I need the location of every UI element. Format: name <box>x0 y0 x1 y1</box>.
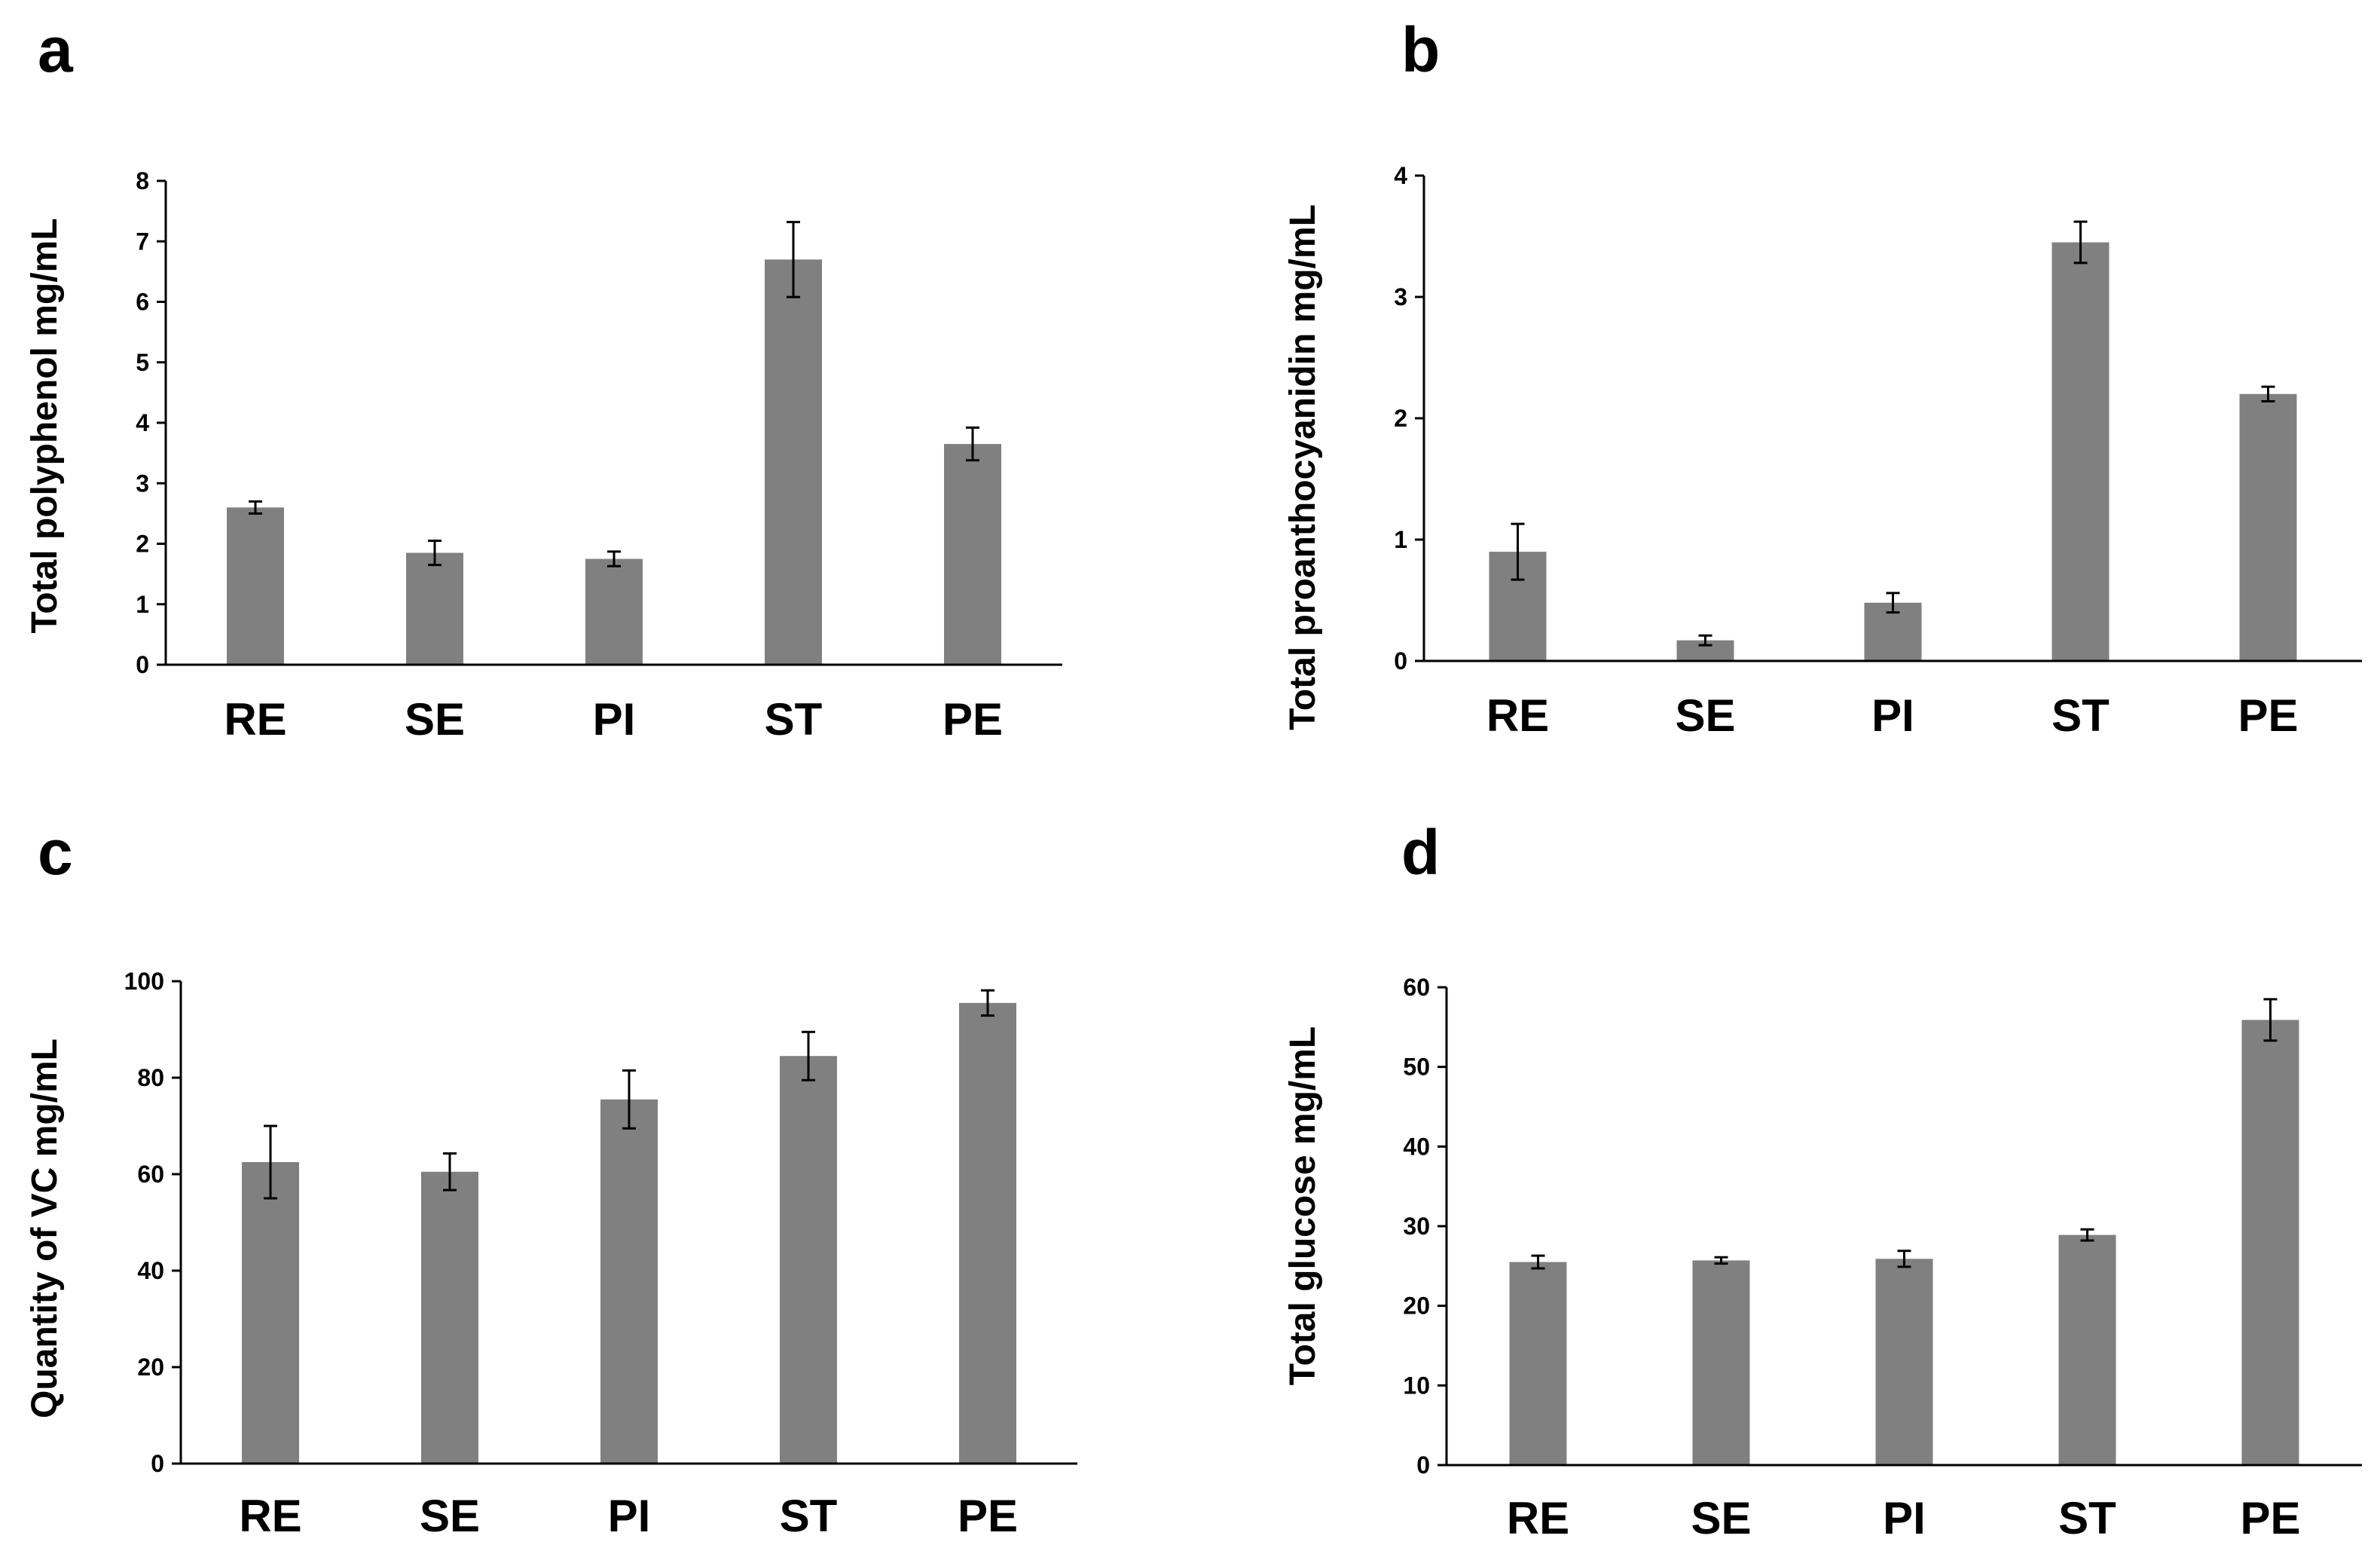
y-tick-label: 1 <box>1394 526 1407 553</box>
error-bar-pi <box>607 550 621 567</box>
error-bar-se <box>428 539 441 567</box>
error-bar-pe <box>966 426 979 462</box>
error-bar-st <box>802 1030 815 1081</box>
y-tick-label: 3 <box>1394 283 1407 311</box>
error-bar-pi <box>1897 1250 1911 1268</box>
category-label: PI <box>1883 1493 1926 1543</box>
y-tick-label: 40 <box>1403 1133 1430 1160</box>
y-tick-label: 1 <box>136 591 149 618</box>
y-tick-label: 30 <box>1403 1213 1430 1240</box>
chart-b: b Total proanthocyanidin mg/mL RE SE PI ST PE 0… <box>1283 14 2362 741</box>
category-label: PE <box>2238 690 2298 741</box>
category-label: ST <box>780 1491 838 1541</box>
category-label: ST <box>2052 690 2110 741</box>
y-tick-label: 20 <box>1403 1292 1430 1320</box>
category-label: ST <box>765 694 823 745</box>
error-bar-pi <box>1886 592 1900 614</box>
error-bar-pe <box>2261 385 2275 402</box>
y-tick-label: 50 <box>1403 1054 1430 1081</box>
y-tick-label: 0 <box>136 651 149 678</box>
category-label: RE <box>1507 1493 1569 1543</box>
bar-st <box>2052 242 2110 661</box>
chart-d: d Total glucose mg/mL RE SE PI ST PE 0 10 20 30 40 5… <box>1283 817 2362 1543</box>
bar-st <box>780 1056 837 1464</box>
error-bar-re <box>1511 522 1525 581</box>
y-tick-label: 40 <box>137 1257 164 1284</box>
bar-se <box>421 1171 478 1464</box>
error-bar-st <box>787 221 800 298</box>
y-tick-label: 5 <box>136 349 149 376</box>
category-label: PI <box>593 694 636 745</box>
error-bar-pe <box>981 989 994 1017</box>
error-bar-re <box>264 1124 277 1200</box>
y-tick-label: 7 <box>136 228 149 255</box>
chart-a: a Total polyphenol mg/mL RE SE PI ST PE 0 1 2 3 4 5 6… <box>25 14 1062 745</box>
error-bar-re <box>1531 1254 1545 1270</box>
error-bar-re <box>249 500 262 515</box>
y-axis-label: Total proanthocyanidin mg/mL <box>1283 204 1323 730</box>
error-bar-st <box>2080 1228 2094 1242</box>
panel-label: a <box>38 14 74 85</box>
y-tick-label: 100 <box>124 968 164 995</box>
error-bar-se <box>443 1152 457 1192</box>
y-tick-label: 8 <box>136 167 149 194</box>
bar-re <box>227 507 284 665</box>
y-tick-label: 10 <box>1403 1372 1430 1399</box>
error-bar-st <box>2073 220 2088 265</box>
bar-se <box>1692 1260 1750 1465</box>
category-label: SE <box>420 1491 480 1541</box>
y-tick-label: 80 <box>137 1064 164 1091</box>
y-tick-label: 4 <box>1394 162 1407 189</box>
y-axis-label: Total glucose mg/mL <box>1283 1026 1323 1385</box>
y-tick-label: 60 <box>137 1161 164 1188</box>
bar-pe <box>2239 393 2297 661</box>
category-label: SE <box>405 694 465 745</box>
y-axis-label: Total polyphenol mg/mL <box>25 218 65 633</box>
error-bar-pe <box>2263 998 2278 1042</box>
category-label: SE <box>1691 1493 1751 1543</box>
bar-pe <box>2241 1020 2299 1465</box>
chart-c: c Quantity of VC mg/mL RE SE PI ST PE 0 20 40 60 80… <box>25 817 1077 1541</box>
panel-label: c <box>38 817 73 888</box>
y-tick-label: 20 <box>137 1354 164 1381</box>
bar-re <box>242 1162 299 1464</box>
panel-label: b <box>1401 14 1440 85</box>
bar-pi <box>1875 1259 1933 1465</box>
error-bar-se <box>1714 1256 1728 1265</box>
error-bar-pi <box>622 1069 636 1130</box>
bar-pe <box>944 444 1001 665</box>
bar-st <box>765 259 822 665</box>
y-tick-label: 6 <box>136 289 149 316</box>
bar-pi <box>600 1099 658 1464</box>
bar-re <box>1509 1262 1567 1465</box>
y-tick-label: 60 <box>1403 974 1430 1001</box>
y-tick-label: 4 <box>136 409 149 436</box>
bar-pe <box>959 1002 1016 1464</box>
category-label: PE <box>943 694 1003 745</box>
y-tick-label: 0 <box>151 1450 164 1477</box>
category-label: SE <box>1675 690 1735 741</box>
y-tick-label: 2 <box>136 531 149 558</box>
category-label: PE <box>958 1491 1018 1541</box>
y-tick-label: 0 <box>1416 1452 1430 1479</box>
y-axis-label: Quantity of VC mg/mL <box>25 1039 65 1418</box>
category-label: RE <box>239 1491 301 1541</box>
category-label: PE <box>2240 1493 2300 1543</box>
category-label: ST <box>2058 1493 2116 1543</box>
category-label: PI <box>608 1491 651 1541</box>
y-tick-label: 0 <box>1394 647 1407 675</box>
y-tick-label: 2 <box>1394 405 1407 432</box>
error-bar-se <box>1698 634 1712 647</box>
category-label: RE <box>224 694 286 745</box>
panel-label: d <box>1401 817 1440 888</box>
category-label: RE <box>1486 690 1549 741</box>
bar-st <box>2058 1234 2116 1465</box>
category-label: PI <box>1871 690 1914 741</box>
bar-pi <box>585 558 643 665</box>
bar-se <box>406 552 463 665</box>
y-tick-label: 3 <box>136 470 149 497</box>
